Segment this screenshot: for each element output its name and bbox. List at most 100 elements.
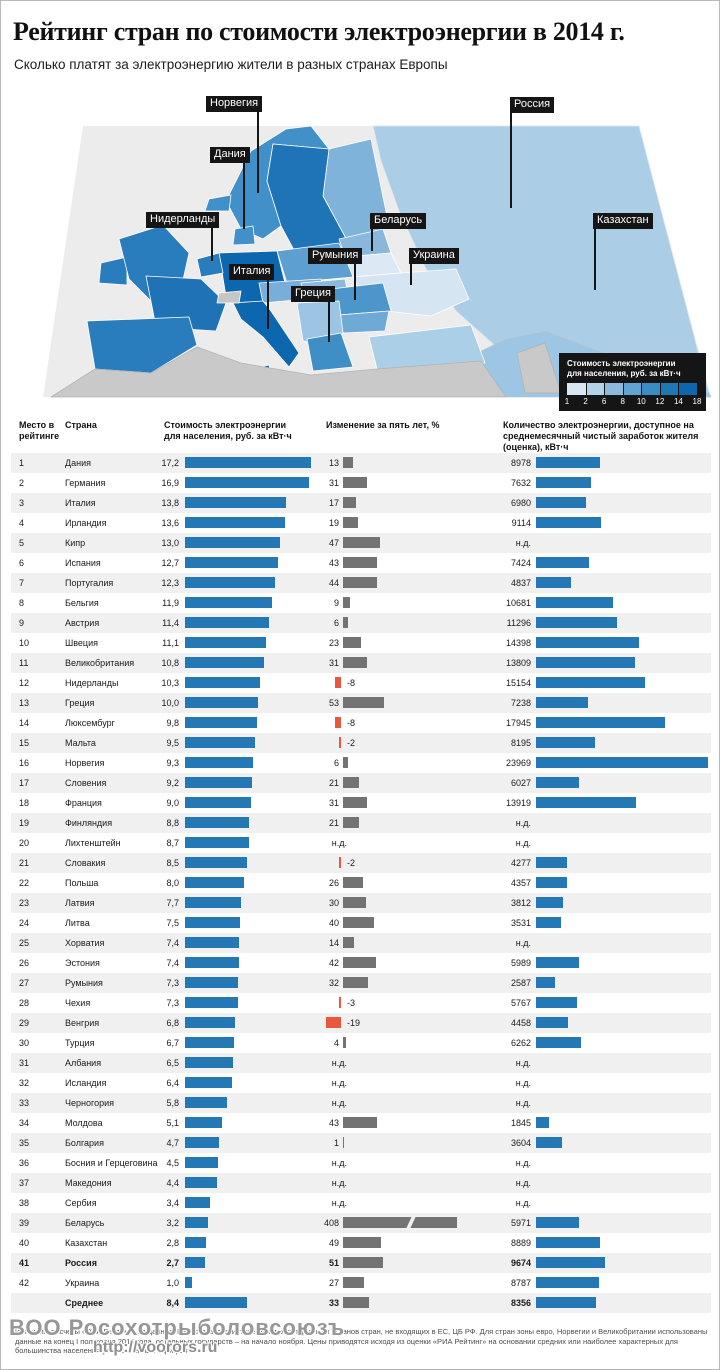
legend-segment-1 (567, 383, 586, 395)
page-title: Рейтинг стран по стоимости электроэнерги… (13, 17, 625, 46)
kwh-bar (536, 1257, 606, 1268)
map-label-stem-ukraine (410, 262, 412, 285)
change-bar (343, 777, 360, 788)
change-bar (343, 1117, 377, 1128)
cost-value: 9,5 (166, 738, 179, 748)
map-label-romania: Румыния (308, 248, 363, 264)
legend-segment-7 (678, 383, 698, 395)
rank-cell: 5 (19, 538, 25, 548)
table-row: 1 Дания 17,2 13 8978 (11, 453, 711, 473)
europe-map (43, 125, 712, 398)
cost-value: 9,3 (166, 758, 179, 768)
change-value: 26 (328, 878, 339, 888)
country-denmark (232, 225, 256, 246)
cost-value: 2,7 (166, 1258, 179, 1268)
country-cell: Беларусь (65, 1218, 105, 1228)
col-header-cost: Стоимость электроэнергии для населения, … (164, 420, 292, 441)
kwh-value: 8978 (510, 458, 531, 468)
map-label-belarus: Беларусь (370, 213, 427, 229)
change-bar-negative (334, 677, 341, 688)
country-cell: Польша (65, 878, 99, 888)
cost-value: 4,4 (166, 1178, 179, 1188)
map-label-stem-greece (328, 300, 330, 342)
change-bar (343, 1257, 383, 1268)
legend-tick-label: 1 (564, 397, 570, 406)
change-bar-negative (339, 737, 341, 748)
change-value: 14 (328, 938, 339, 948)
rank-cell: 35 (19, 1138, 30, 1148)
map-label-denmark: Дания (210, 147, 250, 163)
country-cell: Франция (65, 798, 102, 808)
cost-value: 11,1 (162, 638, 179, 648)
table-row: 28 Чехия 7,3 -3 5767 (11, 993, 711, 1013)
country-cell: Албания (65, 1058, 102, 1068)
rank-cell: 9 (19, 618, 25, 628)
cost-bar (185, 1217, 209, 1228)
table-row: 3 Италия 13,8 17 6980 (11, 493, 711, 513)
table-row: 15 Мальта 9,5 -2 8195 (11, 733, 711, 753)
cost-bar (185, 1257, 205, 1268)
cost-value: 9,2 (166, 778, 179, 788)
cost-value: 12,3 (161, 578, 179, 588)
map-label-stem-norway (257, 110, 259, 193)
change-bar (343, 457, 354, 468)
rank-cell: 4 (19, 518, 25, 528)
legend-tick-label: 6 (601, 397, 607, 406)
change-value: 23 (328, 638, 339, 648)
col-header-rank: Место в рейтинге (19, 420, 60, 441)
rank-cell: 26 (19, 958, 30, 968)
cost-value: 7,5 (166, 918, 179, 928)
rank-cell: 15 (19, 738, 30, 748)
table-row: 36 Босния и Герцеговина 4,5 н.д. н.д. (11, 1153, 711, 1173)
cost-bar (185, 817, 250, 828)
change-bar (343, 517, 358, 528)
change-value: -8 (347, 718, 356, 728)
country-cell: Норвегия (65, 758, 105, 768)
table-row: 12 Нидерланды 10,3 -8 15154 (11, 673, 711, 693)
country-cell: Хорватия (65, 938, 105, 948)
kwh-value: 4458 (510, 1018, 531, 1028)
rank-cell: 23 (19, 898, 30, 908)
change-value: н.д. (331, 838, 347, 848)
kwh-bar (536, 857, 567, 868)
country-cell: Люксембург (65, 718, 115, 728)
table-row: 8 Бельгия 11,9 9 10681 (11, 593, 711, 613)
cost-bar (185, 717, 257, 728)
cost-bar (185, 737, 255, 748)
change-bar (343, 817, 360, 828)
change-bar (343, 657, 368, 668)
kwh-value: 6262 (510, 1038, 531, 1048)
rank-cell: 22 (19, 878, 30, 888)
rank-cell: 12 (19, 678, 30, 688)
kwh-value: 23969 (505, 758, 531, 768)
change-value: 27 (328, 1278, 339, 1288)
legend-tick-label: 18 (692, 397, 702, 406)
country-cell: Португалия (65, 578, 114, 588)
country-cell: Турция (65, 1038, 95, 1048)
map-label-russia: Россия (510, 97, 555, 113)
change-bar (343, 617, 348, 628)
map-label-greece: Греция (291, 286, 335, 302)
change-bar (343, 1297, 369, 1308)
legend-tick (604, 383, 606, 395)
country-cell: Эстония (65, 958, 100, 968)
kwh-value: 7238 (510, 698, 531, 708)
rank-cell: 11 (19, 658, 29, 668)
rank-cell: 20 (19, 838, 30, 848)
country-switzerland (216, 290, 242, 304)
kwh-bar (536, 697, 588, 708)
table-row: 29 Венгрия 6,8 -19 4458 (11, 1013, 711, 1033)
cost-value: 12,7 (161, 558, 179, 568)
cost-value: 10,3 (161, 678, 179, 688)
change-bar (343, 1037, 347, 1048)
cost-value: 8,7 (166, 838, 179, 848)
map-legend: Стоимость электроэнергии для населения, … (559, 353, 706, 411)
col-header-kwh: Количество электроэнергии, доступное на … (503, 420, 699, 452)
table-row: 40 Казахстан 2,8 49 8889 (11, 1233, 711, 1253)
table-row: 35 Болгария 4,7 1 3604 (11, 1133, 711, 1153)
cost-bar (185, 1137, 220, 1148)
kwh-bar (536, 657, 636, 668)
legend-tick-label: 14 (673, 397, 683, 406)
cost-bar (185, 497, 287, 508)
cost-bar (185, 917, 240, 928)
